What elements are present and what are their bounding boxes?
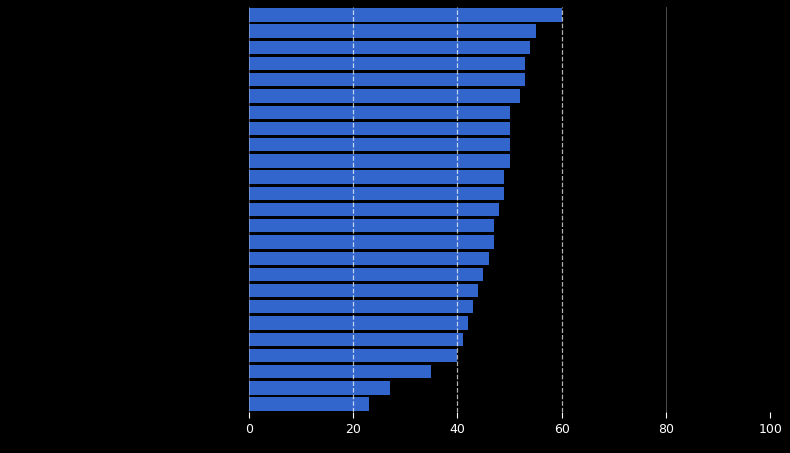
Bar [249,89,520,103]
Bar [249,203,499,216]
Bar [249,219,494,232]
Bar [249,251,489,265]
Bar [249,73,525,87]
Bar [249,106,510,119]
Bar [249,300,473,313]
Bar [249,24,536,38]
Bar [249,187,504,200]
Bar [249,333,463,346]
Bar [249,57,525,70]
Bar [249,381,389,395]
Bar [249,41,530,54]
Bar [249,284,478,297]
Bar [249,365,431,378]
Bar [249,8,562,22]
Bar [249,235,494,249]
Bar [249,268,483,281]
Bar [249,154,510,168]
Bar [249,316,468,330]
Bar [249,349,457,362]
Bar [249,170,504,184]
Bar [249,138,510,151]
Bar [249,397,369,411]
Bar [249,122,510,135]
